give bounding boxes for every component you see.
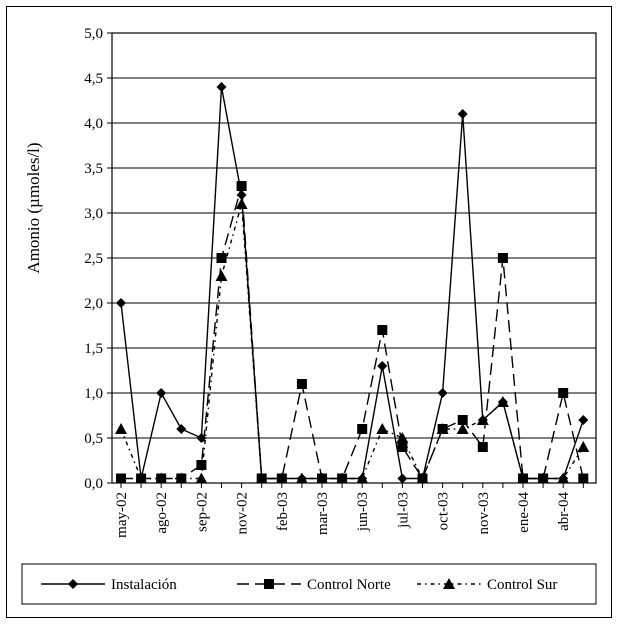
grid-lines bbox=[111, 32, 597, 484]
legend-label: Control Norte bbox=[307, 577, 391, 593]
data-point bbox=[476, 414, 489, 425]
data-point bbox=[397, 473, 408, 484]
legend: Instalación Control Norte Control Sur bbox=[21, 563, 597, 605]
data-point bbox=[577, 441, 590, 452]
data-point bbox=[578, 473, 589, 484]
series-line bbox=[120, 86, 584, 480]
x-axis: may-02 ago-02 sep-02 nov-02 feb-03 mar-03 jun-… bbox=[114, 483, 584, 538]
x-tick-label: abr-04 bbox=[556, 492, 572, 531]
x-tick-label: ene-04 bbox=[516, 492, 532, 533]
data-point bbox=[176, 424, 187, 434]
legend-marker bbox=[264, 579, 274, 589]
y-axis-label: Amonio (µmoles/l) bbox=[24, 142, 43, 273]
data-point bbox=[456, 423, 469, 434]
data-point bbox=[196, 460, 207, 470]
x-tick-label: jun-03 bbox=[355, 492, 371, 532]
legend-box bbox=[21, 563, 597, 605]
data-point bbox=[336, 472, 349, 484]
data-point bbox=[517, 472, 529, 484]
legend-marker bbox=[443, 578, 455, 589]
data-point bbox=[316, 472, 328, 484]
legend-entry: Control Sur bbox=[417, 577, 557, 593]
data-point bbox=[216, 82, 227, 92]
data-point bbox=[557, 472, 570, 484]
data-point bbox=[215, 270, 228, 281]
x-tick-label: may-02 bbox=[114, 492, 130, 538]
y-tick-label: 4,0 bbox=[84, 116, 103, 132]
x-tick-label: mar-03 bbox=[315, 492, 331, 535]
data-point bbox=[558, 388, 569, 398]
y-tick-label: 1,0 bbox=[84, 386, 103, 402]
data-point bbox=[396, 432, 409, 443]
data-point bbox=[457, 109, 468, 119]
legend-marker bbox=[68, 579, 78, 589]
data-point bbox=[397, 442, 408, 452]
x-tick-label: nov-02 bbox=[235, 492, 251, 535]
x-tick-label: nov-03 bbox=[476, 492, 492, 535]
data-point bbox=[295, 472, 308, 484]
data-point bbox=[496, 396, 509, 407]
data-point bbox=[296, 379, 307, 389]
chart-svg: 0,0 0,5 1,0 1,5 2,0 2,5 3,0 3,5 4,0 4,5 5,0 may-02… bbox=[21, 26, 597, 605]
data-point bbox=[457, 415, 468, 425]
y-tick-label: 2,0 bbox=[84, 296, 103, 312]
legend-entry: Instalación bbox=[41, 577, 177, 593]
legend-entry: Control Norte bbox=[237, 577, 391, 593]
x-tick-label: ago-02 bbox=[154, 492, 170, 534]
y-tick-label: 1,5 bbox=[84, 341, 103, 357]
series-line bbox=[120, 203, 584, 481]
data-point bbox=[175, 472, 188, 484]
data-point bbox=[376, 423, 389, 434]
data-point bbox=[357, 424, 368, 434]
series-group bbox=[115, 82, 590, 484]
data-point bbox=[275, 472, 288, 484]
data-point bbox=[356, 472, 369, 484]
x-tick-label: oct-03 bbox=[436, 492, 452, 530]
data-point bbox=[437, 388, 448, 398]
x-tick-label: feb-03 bbox=[275, 492, 291, 531]
data-point bbox=[537, 472, 550, 484]
data-point bbox=[477, 442, 488, 452]
data-point bbox=[216, 253, 227, 263]
y-tick-label: 5,0 bbox=[84, 26, 103, 42]
data-point bbox=[416, 472, 429, 484]
data-point bbox=[195, 472, 208, 484]
data-point bbox=[236, 181, 247, 191]
y-tick-label: 3,5 bbox=[84, 161, 103, 177]
data-point bbox=[156, 388, 167, 398]
x-tick-label: sep-02 bbox=[194, 492, 210, 532]
y-tick-label: 3,0 bbox=[84, 206, 103, 222]
data-point bbox=[115, 423, 127, 434]
data-point bbox=[377, 325, 388, 335]
legend-label: Control Sur bbox=[487, 577, 557, 593]
legend-label: Instalación bbox=[111, 577, 177, 593]
data-point bbox=[116, 298, 126, 308]
x-tick-label: jul-03 bbox=[395, 492, 411, 529]
chart-frame: 0,0 0,5 1,0 1,5 2,0 2,5 3,0 3,5 4,0 4,5 5,0 may-02… bbox=[6, 6, 612, 618]
data-point bbox=[578, 415, 589, 425]
data-point bbox=[155, 472, 168, 484]
series-2 bbox=[115, 198, 590, 484]
series-0 bbox=[116, 82, 589, 484]
y-axis: 0,0 0,5 1,0 1,5 2,0 2,5 3,0 3,5 4,0 4,5 5,0 bbox=[84, 26, 112, 492]
data-point bbox=[116, 473, 126, 484]
data-point bbox=[135, 472, 148, 484]
y-tick-label: 4,5 bbox=[84, 71, 103, 87]
y-tick-label: 0,5 bbox=[84, 431, 103, 447]
data-point bbox=[255, 472, 268, 484]
data-point bbox=[235, 198, 248, 209]
data-point bbox=[497, 253, 508, 263]
data-point bbox=[377, 361, 388, 371]
y-tick-label: 0,0 bbox=[84, 476, 103, 492]
series-line bbox=[121, 185, 584, 481]
y-tick-label: 2,5 bbox=[84, 251, 103, 267]
data-point bbox=[436, 423, 449, 434]
